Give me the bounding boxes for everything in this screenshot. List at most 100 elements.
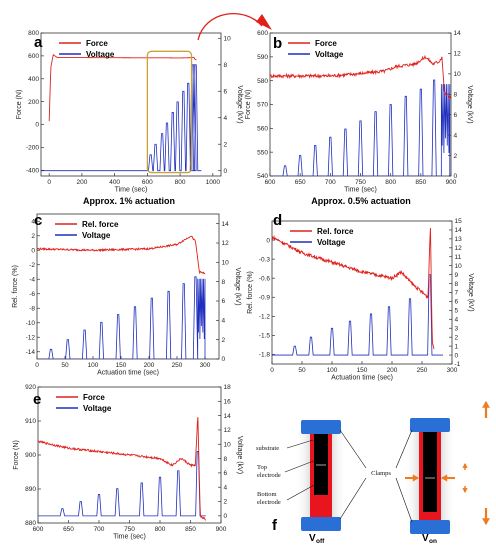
y-tick-label: -1.5 bbox=[259, 333, 271, 340]
x-tick-label: 650 bbox=[295, 179, 306, 186]
bottom-clamp bbox=[410, 520, 450, 534]
label-voff-sub: off bbox=[316, 538, 325, 545]
zoom-highlight-box bbox=[146, 50, 193, 174]
y-tick-label: 4 bbox=[31, 218, 35, 225]
y-tick-label: 550 bbox=[257, 149, 268, 156]
y2-tick-label: 4 bbox=[454, 132, 458, 139]
y2-axis-label: Voltage (kV) bbox=[466, 85, 473, 123]
y2-tick-label: 13 bbox=[455, 236, 463, 243]
x-tick-label: 200 bbox=[144, 362, 155, 369]
y-tick-label: -1.8 bbox=[259, 352, 271, 359]
x-tick-label: 50 bbox=[298, 367, 306, 374]
y2-tick-label: 8 bbox=[455, 281, 459, 288]
y-tick-label: -1.2 bbox=[259, 314, 271, 321]
panel-caption: Approx. 1% actuation bbox=[83, 196, 175, 206]
y2-tick-label: 2 bbox=[224, 499, 228, 506]
y-tick-label: 600 bbox=[257, 30, 268, 37]
y2-tick-label: 14 bbox=[455, 227, 463, 234]
legend-label-voltage: Voltage bbox=[315, 50, 344, 59]
label-bottom-electrode: Bottom bbox=[257, 491, 277, 498]
zoom-arrow-curve bbox=[197, 12, 263, 41]
y2-tick-label: 15 bbox=[455, 218, 463, 225]
force-series-line bbox=[37, 235, 206, 275]
label-top-electrode-2: electrode bbox=[257, 472, 281, 479]
y-tick-label: 600 bbox=[28, 53, 39, 60]
x-tick-label: 250 bbox=[417, 367, 428, 374]
plot-frame bbox=[40, 32, 222, 177]
thin-arrow-down bbox=[462, 486, 468, 493]
zoom-arrow-head bbox=[256, 14, 272, 30]
y2-tick-label: 0 bbox=[224, 513, 228, 520]
x-tick-label: 900 bbox=[216, 526, 227, 533]
clamp-diagram: substrateTopelectrodeBottomelectrodeClam… bbox=[256, 401, 490, 545]
plot-area bbox=[41, 54, 202, 172]
legend-label-force: Rel. force bbox=[317, 227, 354, 236]
x-tick-label: 250 bbox=[172, 362, 183, 369]
legend-label-voltage: Voltage bbox=[86, 50, 115, 59]
label-bottom-electrode-2: electrode bbox=[257, 499, 281, 506]
panel-letter: e bbox=[33, 391, 41, 408]
x-tick-label: 0 bbox=[270, 367, 274, 374]
x-tick-label: 300 bbox=[447, 367, 458, 374]
y2-tick-label: 0 bbox=[222, 356, 226, 363]
compress-arrow-right bbox=[405, 474, 419, 482]
y2-tick-label: 0 bbox=[454, 173, 458, 180]
y2-tick-label: 4 bbox=[224, 484, 228, 491]
chart-panel-c: -14 -12 -10 -8 -6 -4 -2 0 2 4 0 2 4 6 8 10 12 14 0 50 100 150… bbox=[12, 196, 241, 377]
electrode-block bbox=[314, 432, 328, 495]
plot-area bbox=[270, 54, 451, 176]
y-tick-label: 800 bbox=[28, 30, 39, 37]
x-tick-label: 1000 bbox=[206, 179, 221, 186]
arrow-head bbox=[482, 518, 490, 525]
y2-tick-label: 7 bbox=[455, 290, 459, 297]
x-axis-label: Actuation time (sec) bbox=[331, 375, 393, 382]
plot-area bbox=[272, 228, 443, 356]
x-tick-label: 0 bbox=[35, 362, 39, 369]
x-tick-label: 200 bbox=[76, 179, 87, 186]
bottom-clamp bbox=[301, 517, 341, 531]
x-tick-label: 100 bbox=[327, 367, 338, 374]
y2-tick-label: 8 bbox=[454, 91, 458, 98]
plot-area bbox=[38, 417, 207, 521]
label-voff-main: V bbox=[309, 533, 316, 544]
chart-panel-e: 880 890 900 910 920 0 2 4 6 8 10 12 14 16 18 600 650 700 7… bbox=[13, 384, 243, 540]
x-tick-label: 0 bbox=[47, 179, 51, 186]
y2-tick-label: 6 bbox=[454, 112, 458, 119]
y-tick-label: 0 bbox=[31, 247, 35, 254]
y2-tick-label: 12 bbox=[455, 245, 463, 252]
thin-arrow-up bbox=[462, 463, 468, 470]
x-tick-label: 750 bbox=[124, 526, 135, 533]
y-axis-label: Force (N) bbox=[16, 90, 23, 120]
x-tick-label: 150 bbox=[357, 367, 368, 374]
force-series-line bbox=[272, 228, 435, 350]
top-clamp bbox=[410, 418, 450, 432]
y-axis-label: Force (N) bbox=[13, 440, 20, 470]
panel-letter: b bbox=[273, 35, 282, 52]
label-von-main: V bbox=[422, 533, 429, 544]
y-tick-label: -8 bbox=[29, 305, 35, 312]
arrow-head bbox=[412, 474, 419, 482]
y-axis-label: Rel. force (%) bbox=[247, 271, 254, 314]
y-tick-label: 910 bbox=[25, 418, 36, 425]
y2-tick-label: 6 bbox=[224, 88, 228, 95]
force-series-line bbox=[38, 417, 207, 521]
y-tick-label: 2 bbox=[31, 233, 35, 240]
label-von-sub: on bbox=[429, 538, 437, 545]
x-tick-label: 800 bbox=[175, 179, 186, 186]
zoom-arrow bbox=[197, 12, 272, 41]
y-tick-label: 890 bbox=[25, 486, 36, 493]
y2-tick-label: 12 bbox=[454, 51, 462, 58]
leader-top-electrode bbox=[284, 459, 317, 473]
y2-tick-label: 2 bbox=[224, 141, 228, 148]
panel-letter: a bbox=[34, 34, 43, 51]
y2-tick-label: 10 bbox=[224, 441, 232, 448]
plot-area bbox=[37, 235, 208, 359]
y2-tick-label: 0 bbox=[455, 352, 459, 359]
y-tick-label: -0.9 bbox=[259, 294, 271, 301]
force-series-line bbox=[270, 54, 451, 100]
y-axis-label: Force (N) bbox=[245, 90, 252, 120]
x-tick-label: 600 bbox=[33, 526, 44, 533]
y2-tick-label: 4 bbox=[224, 115, 228, 122]
